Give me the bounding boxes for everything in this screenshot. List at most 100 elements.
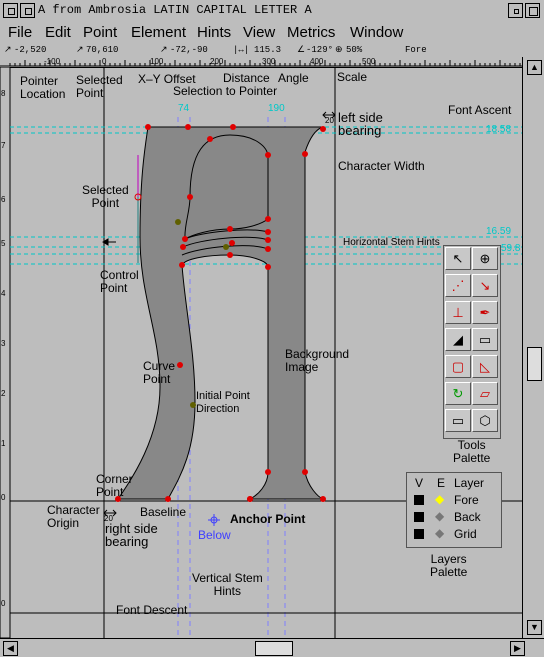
vertical-scroll-thumb[interactable] bbox=[527, 347, 542, 381]
glyph-point bbox=[265, 229, 271, 235]
pointer-tool[interactable]: ↖ bbox=[445, 247, 471, 270]
glyph-point bbox=[265, 469, 271, 475]
label-pointer-location: Pointer Location bbox=[20, 74, 66, 101]
menu-edit[interactable]: Edit bbox=[45, 24, 71, 41]
scroll-down-arrow-icon[interactable]: ▼ bbox=[527, 620, 542, 635]
minimize-button[interactable] bbox=[20, 3, 35, 18]
curve-tool[interactable]: ⊥ bbox=[445, 301, 471, 324]
edit-layer-fore-icon[interactable]: ◆ bbox=[435, 492, 445, 506]
visible-checkbox[interactable] bbox=[414, 495, 424, 505]
angle-value: -129° bbox=[306, 45, 334, 55]
hint-value: 18.58 bbox=[486, 124, 512, 135]
window-menu-button[interactable] bbox=[3, 3, 18, 18]
glyph-point bbox=[180, 244, 186, 250]
label-left-side-bearing: left side bearing bbox=[338, 110, 383, 138]
ruler-tick-label: 300 bbox=[262, 57, 276, 66]
scroll-right-arrow-icon[interactable]: ▶ bbox=[510, 641, 525, 656]
distance-value: 115.3 bbox=[254, 45, 282, 55]
edit-layer-back-icon[interactable]: ◆ bbox=[435, 509, 445, 523]
curve-point-marker bbox=[223, 244, 229, 250]
label-horizontal-stem-hints: Horizontal Stem Hints bbox=[343, 237, 440, 248]
glyph-point bbox=[265, 264, 271, 270]
glyph-point bbox=[145, 124, 151, 130]
anchor-point-icon bbox=[208, 514, 220, 526]
glyph-svg[interactable] bbox=[0, 67, 522, 638]
magnify-tool[interactable]: ⊕ bbox=[472, 247, 498, 270]
ruler-tool[interactable]: ▭ bbox=[472, 328, 498, 351]
glyph-point bbox=[207, 136, 213, 142]
rotate-tool[interactable]: ↻ bbox=[445, 382, 471, 405]
pointer-location-icon: ↗ bbox=[4, 45, 12, 55]
menu-metrics[interactable]: Metrics bbox=[287, 24, 336, 41]
hint-value: 59.8 bbox=[501, 243, 521, 254]
knife-tool[interactable]: ◢ bbox=[445, 328, 471, 351]
visible-checkbox[interactable] bbox=[414, 512, 424, 522]
iconify-button[interactable] bbox=[508, 3, 523, 18]
label-character-origin: Character Origin bbox=[47, 503, 100, 530]
vruler-label: 8 bbox=[1, 89, 6, 98]
flip-tool[interactable]: ◺ bbox=[472, 355, 498, 378]
freehand-tool[interactable]: ⋰ bbox=[445, 274, 471, 297]
menu-point[interactable]: Point bbox=[83, 24, 118, 41]
left-side-bearing-arrow bbox=[322, 111, 336, 119]
label-xy-offset: X–Y Offset bbox=[138, 72, 196, 86]
glyph-canvas[interactable]: 8 7 6 5 4 3 2 1 0 0 74 190 18.58 16.59 5… bbox=[0, 67, 522, 638]
scale-tool[interactable]: ▢ bbox=[445, 355, 471, 378]
glyph-point bbox=[165, 496, 171, 502]
layer-name[interactable]: Grid bbox=[454, 527, 477, 541]
xy-offset-value: -72,-90 bbox=[170, 45, 208, 55]
menu-view[interactable]: View bbox=[243, 24, 276, 41]
layer-name[interactable]: Fore bbox=[454, 493, 479, 507]
scroll-tool[interactable]: ↘ bbox=[472, 274, 498, 297]
hint-value: 190 bbox=[268, 103, 285, 114]
polygon-tool[interactable]: ⬡ bbox=[472, 409, 498, 432]
bearing-number: 20 bbox=[104, 514, 113, 523]
horizontal-scroll-thumb[interactable] bbox=[255, 641, 293, 656]
label-layers-palette: Layers Palette bbox=[430, 552, 468, 579]
scroll-up-arrow-icon[interactable]: ▲ bbox=[527, 60, 542, 75]
vruler-label: 3 bbox=[1, 339, 6, 348]
label-tools-palette: Tools Palette bbox=[453, 438, 491, 465]
layer-name[interactable]: Back bbox=[454, 510, 481, 524]
menu-file[interactable]: File bbox=[8, 24, 33, 41]
label-font-descent: Font Descent bbox=[116, 603, 188, 617]
horizontal-scrollbar[interactable]: ◀ ▶ bbox=[0, 638, 544, 657]
ruler-tick-label: 0 bbox=[102, 57, 107, 66]
vruler-label: 1 bbox=[1, 439, 6, 448]
menu-hints[interactable]: Hints bbox=[197, 24, 232, 41]
glyph-point bbox=[265, 246, 271, 252]
info-bar: ↗ -2,520 ↗ 70,610 ↗ -72,-90 |↔| 115.3 ∠ … bbox=[0, 43, 544, 57]
label-vertical-stem-hints: Vertical Stem Hints bbox=[192, 571, 263, 598]
vertical-scrollbar[interactable]: ▲ ▼ bbox=[522, 57, 544, 640]
pen-tool[interactable]: ✒ bbox=[472, 301, 498, 324]
glyph-point bbox=[229, 240, 235, 246]
skew-tool[interactable]: ▱ bbox=[472, 382, 498, 405]
window-title: A from Ambrosia LATIN CAPITAL LETTER A bbox=[38, 3, 312, 17]
ruler-tick-label: 200 bbox=[210, 57, 224, 66]
visible-checkbox[interactable] bbox=[414, 529, 424, 539]
menu-window[interactable]: Window bbox=[350, 24, 404, 41]
menu-element[interactable]: Element bbox=[131, 24, 187, 41]
angle-icon: ∠ bbox=[297, 45, 306, 55]
layers-header-layer: Layer bbox=[454, 476, 485, 490]
pointer-location-value: -2,520 bbox=[14, 45, 47, 55]
glyph-point bbox=[227, 226, 233, 232]
hint-value: 74 bbox=[178, 103, 190, 114]
layers-header-e: E bbox=[437, 476, 446, 490]
maximize-button[interactable] bbox=[525, 3, 540, 18]
rectangle-tool[interactable]: ▭ bbox=[445, 409, 471, 432]
horizontal-ruler: -100 0 100 200 300 400 500 bbox=[0, 57, 522, 68]
glyph-point bbox=[247, 496, 253, 502]
points-group bbox=[115, 124, 326, 502]
glyph-point bbox=[182, 236, 188, 242]
label-baseline: Baseline bbox=[140, 505, 187, 519]
edit-layer-grid-icon[interactable]: ◆ bbox=[435, 526, 445, 540]
glyph-point bbox=[179, 262, 185, 268]
label-curve-point: Curve Point bbox=[143, 359, 176, 386]
scroll-left-arrow-icon[interactable]: ◀ bbox=[3, 641, 18, 656]
label-right-side-bearing: right side bearing bbox=[105, 521, 158, 549]
control-point-arrow bbox=[102, 238, 116, 246]
glyph-point bbox=[115, 496, 121, 502]
glyph-point bbox=[320, 496, 326, 502]
label-scale: Scale bbox=[337, 70, 368, 84]
